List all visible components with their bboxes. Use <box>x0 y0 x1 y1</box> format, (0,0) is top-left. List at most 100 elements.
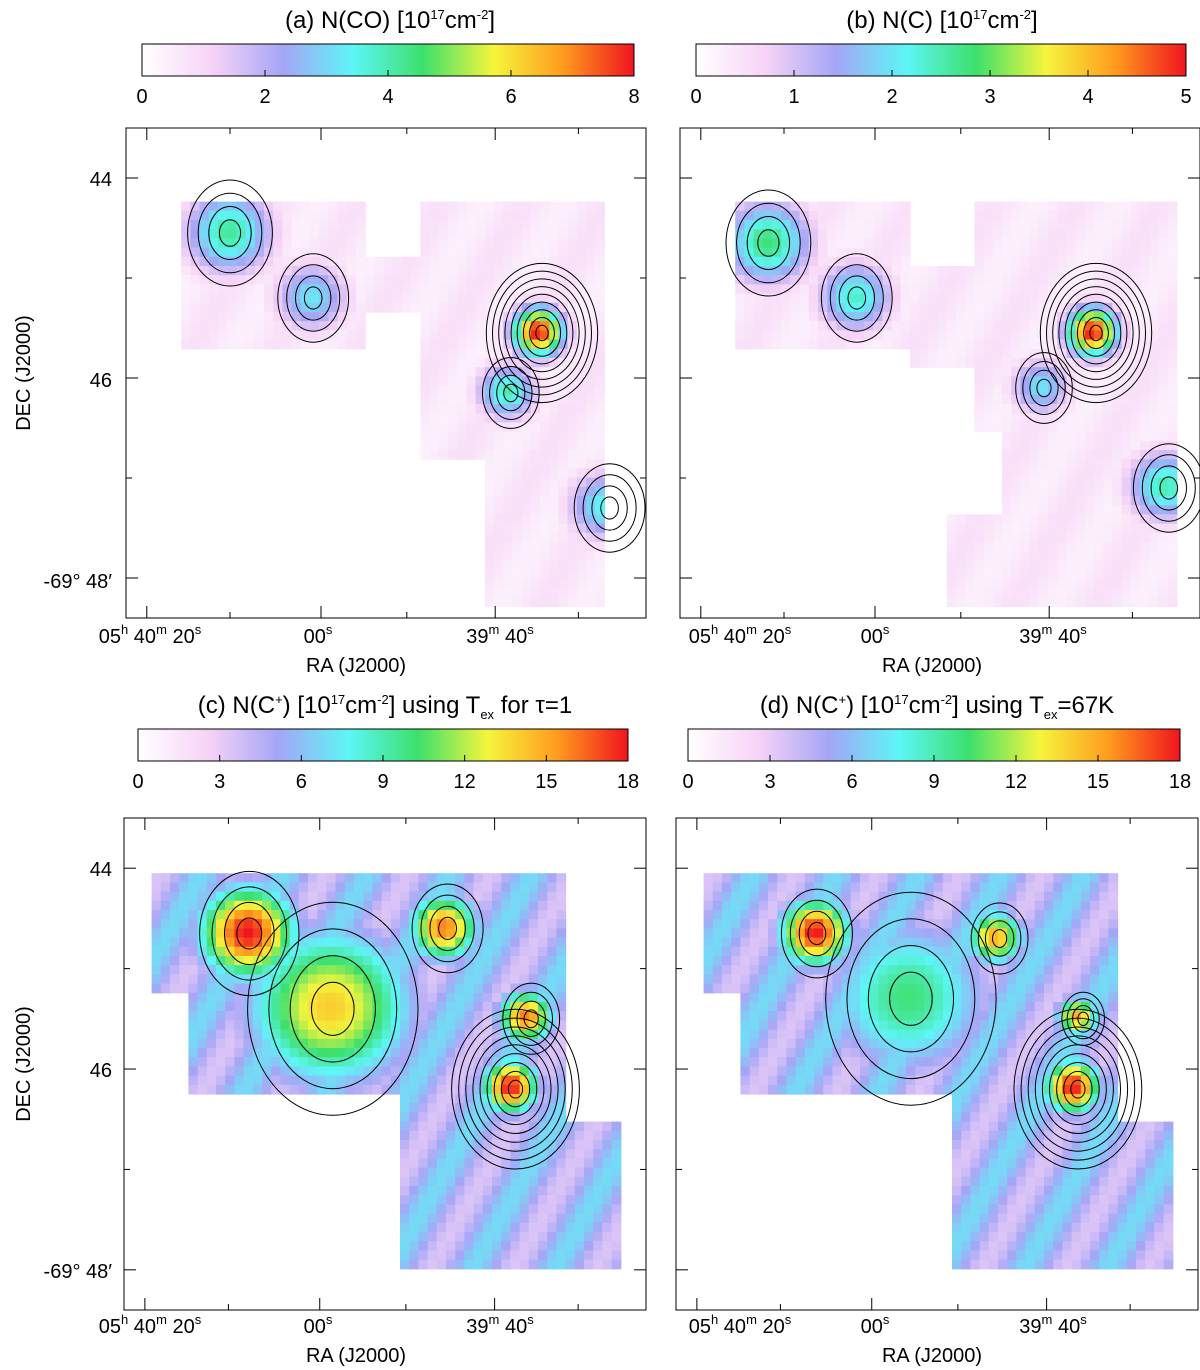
heatmap-cell <box>243 937 254 948</box>
heatmap-cell <box>436 974 447 985</box>
heatmap-cell <box>804 992 815 1003</box>
heatmap-cell <box>181 247 191 258</box>
heatmap-cell <box>254 339 265 350</box>
heatmap-cell <box>744 229 755 239</box>
heatmap-cell <box>584 1213 594 1224</box>
heatmap-cell <box>1112 450 1123 460</box>
heatmap-cell <box>538 956 548 966</box>
heatmap-cell <box>346 321 357 331</box>
heatmap-cell <box>556 1075 567 1086</box>
heatmap-cell <box>1121 468 1132 479</box>
heatmap-cell <box>1130 302 1141 313</box>
heatmap-cell <box>1103 238 1113 249</box>
heatmap-cell <box>1112 578 1123 589</box>
heatmap-cell <box>942 882 953 893</box>
heatmap-cell <box>974 348 985 359</box>
heatmap-cell <box>540 358 550 368</box>
heatmap-cell <box>992 551 1003 561</box>
heatmap-cell <box>1158 413 1169 423</box>
heatmap-cell <box>1158 422 1169 433</box>
heatmap-cell <box>188 1084 199 1095</box>
heatmap-cell <box>586 560 596 571</box>
heatmap-cell <box>436 928 447 939</box>
heatmap-cell <box>1080 873 1091 883</box>
heatmap-cell <box>887 891 898 902</box>
heatmap-cell <box>1084 339 1095 350</box>
heatmap-cell <box>850 928 861 939</box>
heatmap-cell <box>768 992 778 1003</box>
colorbar-tick-label: 6 <box>846 771 857 793</box>
heatmap-cell <box>206 1011 217 1021</box>
heatmap-cell <box>519 882 530 893</box>
heatmap-cell <box>983 266 994 276</box>
heatmap-cell <box>521 477 532 488</box>
heatmap-cell <box>300 256 311 267</box>
heatmap-cell <box>988 965 999 975</box>
heatmap-cell <box>1044 1038 1054 1049</box>
heatmap-cell <box>1108 928 1119 939</box>
heatmap-cell <box>1062 992 1073 1003</box>
heatmap-cell <box>882 266 893 276</box>
heatmap-cell <box>512 597 523 607</box>
heatmap-cell <box>1025 900 1036 911</box>
contour-line <box>820 253 893 343</box>
heatmap-cell <box>567 514 578 525</box>
heatmap-cell <box>593 1140 603 1150</box>
heatmap-cell <box>427 1140 438 1150</box>
heatmap-cell <box>317 882 327 893</box>
heatmap-cell <box>1029 367 1040 377</box>
heatmap-cell <box>216 937 226 948</box>
heatmap-cell <box>1094 293 1104 304</box>
heatmap-cell <box>1071 891 1082 902</box>
heatmap-cell <box>869 1029 879 1040</box>
heatmap-cell <box>475 358 486 368</box>
heatmap-cell <box>1029 275 1040 285</box>
heatmap-cell <box>753 247 764 258</box>
heatmap-cell <box>549 321 559 331</box>
heatmap-cell <box>530 376 541 387</box>
heatmap-cell <box>827 210 837 221</box>
heatmap-cell <box>354 1048 364 1058</box>
heatmap-cell <box>1011 348 1021 359</box>
heatmap-cell <box>528 1011 539 1021</box>
heatmap-cell <box>206 974 217 985</box>
heatmap-cell <box>1071 1011 1082 1021</box>
heatmap-cell <box>790 220 801 230</box>
heatmap-cell <box>558 404 569 414</box>
heatmap-cell <box>188 946 199 957</box>
heatmap-cell <box>335 1020 346 1031</box>
heatmap-cell <box>586 542 596 552</box>
heatmap-cell <box>1121 302 1132 313</box>
heatmap-cell <box>910 330 920 341</box>
heatmap-cell <box>273 266 283 276</box>
heatmap-cell <box>427 1232 438 1242</box>
heatmap-cell <box>878 974 889 985</box>
heatmap-cell <box>1084 376 1095 387</box>
heatmap-cell <box>335 882 346 893</box>
heatmap-cell <box>804 974 815 985</box>
heatmap-cell <box>818 302 828 313</box>
heatmap-cell <box>429 330 440 341</box>
heatmap-cell <box>466 440 477 451</box>
heatmap-cell <box>924 946 935 957</box>
heatmap-cell <box>252 1038 263 1049</box>
heatmap-cell <box>484 220 495 230</box>
heatmap-cell <box>915 1029 925 1040</box>
heatmap-cell <box>799 339 810 350</box>
heatmap-cell <box>218 266 228 276</box>
heatmap-cell <box>790 330 801 341</box>
heatmap-cell <box>850 974 861 985</box>
heatmap-cell <box>946 578 957 589</box>
heatmap-cell <box>974 560 985 571</box>
heatmap-cell <box>781 284 791 295</box>
heatmap-cell <box>448 321 458 331</box>
heatmap-cell <box>427 900 438 911</box>
heatmap-cell <box>900 284 911 295</box>
heatmap-cell <box>1084 450 1095 460</box>
heatmap-cell <box>900 266 911 276</box>
heatmap-cell <box>558 505 569 515</box>
contour-line <box>1150 465 1188 511</box>
heatmap-cell <box>832 983 843 994</box>
heatmap-cell <box>457 201 467 212</box>
heatmap-cell <box>998 910 1008 920</box>
